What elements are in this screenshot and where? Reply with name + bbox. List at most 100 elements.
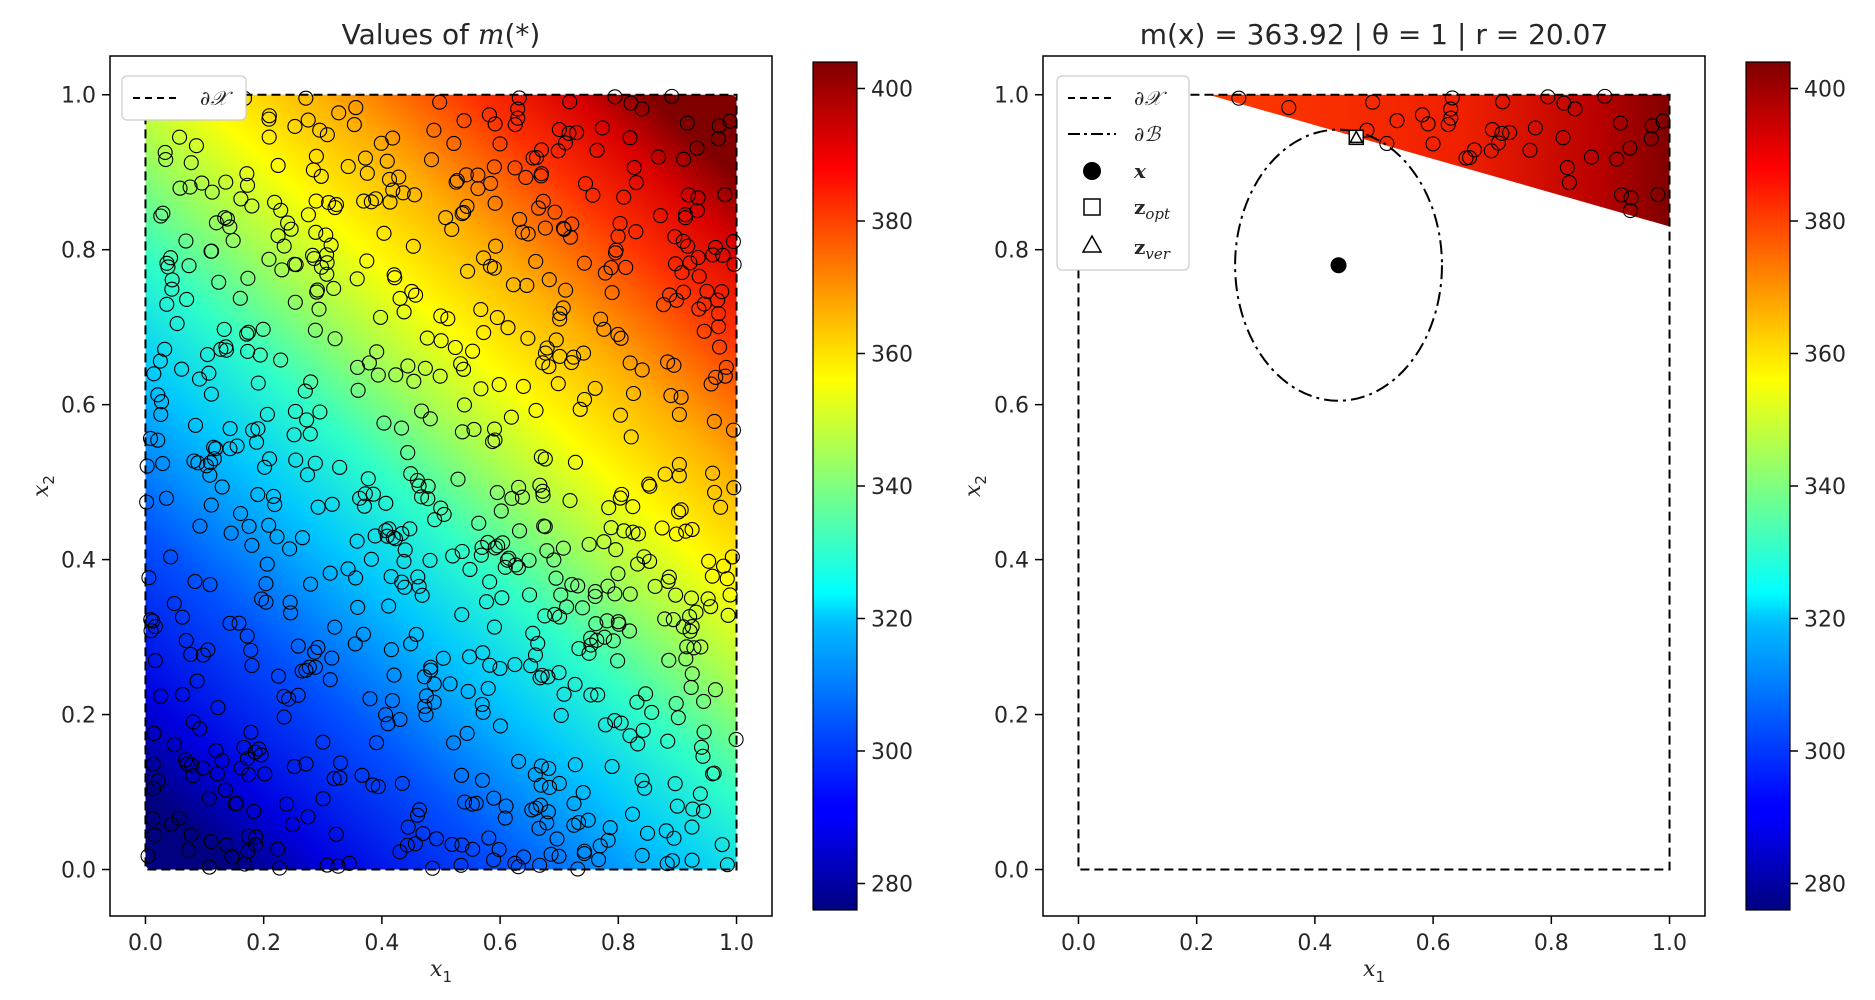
sample-point <box>319 127 335 143</box>
sample-point <box>1609 151 1625 167</box>
sample-point <box>376 225 392 241</box>
sample-point <box>294 663 310 679</box>
sample-point <box>625 499 641 515</box>
sample-point <box>597 717 614 733</box>
sample-point <box>571 815 587 831</box>
sample-point <box>409 807 426 823</box>
sample-point <box>603 520 619 536</box>
sample-point <box>585 187 601 203</box>
sample-point <box>201 790 217 806</box>
sample-point <box>622 586 638 602</box>
sample-point <box>408 626 424 642</box>
sample-point <box>511 753 527 769</box>
sample-point <box>583 687 599 703</box>
sample-point <box>668 587 684 603</box>
sample-point <box>423 152 440 168</box>
sample-point <box>142 430 159 446</box>
sample-point <box>414 587 430 603</box>
sample-point <box>297 383 313 399</box>
sample-point <box>147 653 163 669</box>
sample-point <box>155 205 171 221</box>
sample-point <box>392 711 408 728</box>
sample-point <box>612 407 629 423</box>
sample-point <box>623 95 639 111</box>
sample-point <box>413 489 430 505</box>
sample-point <box>682 255 698 271</box>
sample-point <box>510 110 526 126</box>
sample-point <box>243 724 259 740</box>
sample-point <box>486 159 502 175</box>
sample-point <box>1622 202 1638 219</box>
sample-point <box>257 459 273 475</box>
sample-point <box>493 503 509 519</box>
sample-point <box>287 294 303 310</box>
sample-point <box>587 380 603 396</box>
sample-point <box>549 831 565 847</box>
right-legend-x-label: x <box>1133 159 1147 183</box>
right-ball-boundary <box>1234 128 1443 402</box>
sample-point <box>426 122 442 138</box>
sample-point <box>152 353 168 369</box>
left-y-axis-label: x2 <box>29 475 58 497</box>
sample-point <box>327 331 343 347</box>
sample-point <box>394 574 410 590</box>
sample-point <box>368 191 384 207</box>
sample-point <box>516 849 532 865</box>
sample-point <box>281 691 297 707</box>
sample-point <box>365 777 381 793</box>
right-sample-points <box>1231 88 1671 219</box>
sample-point <box>614 486 630 502</box>
sample-point <box>313 259 330 275</box>
left-panel: Values of m(*) 0.0 0.2 0.4 0.6 0.8 1.0 0.0 0.2… <box>29 18 773 986</box>
sample-point <box>206 451 222 467</box>
sample-point <box>1231 90 1247 106</box>
sample-point <box>474 772 491 788</box>
sample-point <box>498 798 514 814</box>
sample-point <box>1440 117 1456 133</box>
sample-point <box>323 237 339 253</box>
right-legend-zver-label: zver <box>1134 235 1171 263</box>
sample-point <box>383 642 399 658</box>
x-tick-label: 0.4 <box>1297 931 1332 956</box>
sample-point <box>714 837 730 853</box>
sample-point <box>330 858 346 874</box>
left-title: Values of m(*) <box>342 18 541 51</box>
sample-point <box>540 804 556 820</box>
sample-point <box>404 283 420 299</box>
sample-point <box>569 124 585 141</box>
sample-point <box>1443 101 1459 117</box>
sample-point <box>489 485 505 501</box>
sample-point <box>531 200 547 216</box>
sample-point <box>312 122 328 138</box>
sample-point <box>298 90 314 106</box>
sample-point <box>331 105 347 121</box>
sample-point <box>521 552 537 568</box>
sample-point <box>448 174 464 190</box>
sample-point <box>150 432 166 448</box>
sample-point <box>481 830 497 846</box>
sample-point <box>361 355 377 371</box>
sample-point <box>203 497 219 513</box>
sample-point <box>475 645 491 661</box>
sample-point <box>349 271 365 287</box>
sample-point <box>248 829 264 845</box>
sample-point <box>166 736 182 753</box>
sample-point <box>177 752 194 768</box>
sample-point <box>564 216 580 232</box>
sample-point <box>407 187 423 203</box>
sample-point <box>1583 149 1600 165</box>
sample-point <box>202 455 219 471</box>
sample-point <box>1281 100 1297 116</box>
sample-point <box>556 221 572 237</box>
sample-point <box>187 573 203 590</box>
sample-point <box>567 757 583 773</box>
sample-point <box>460 683 476 699</box>
sample-point <box>618 259 634 275</box>
sample-point <box>442 676 458 692</box>
sample-point <box>503 409 519 425</box>
sample-point <box>157 144 173 160</box>
sample-point <box>566 795 582 812</box>
sample-point <box>701 553 717 569</box>
sample-point <box>630 736 646 752</box>
sample-point <box>634 847 650 863</box>
